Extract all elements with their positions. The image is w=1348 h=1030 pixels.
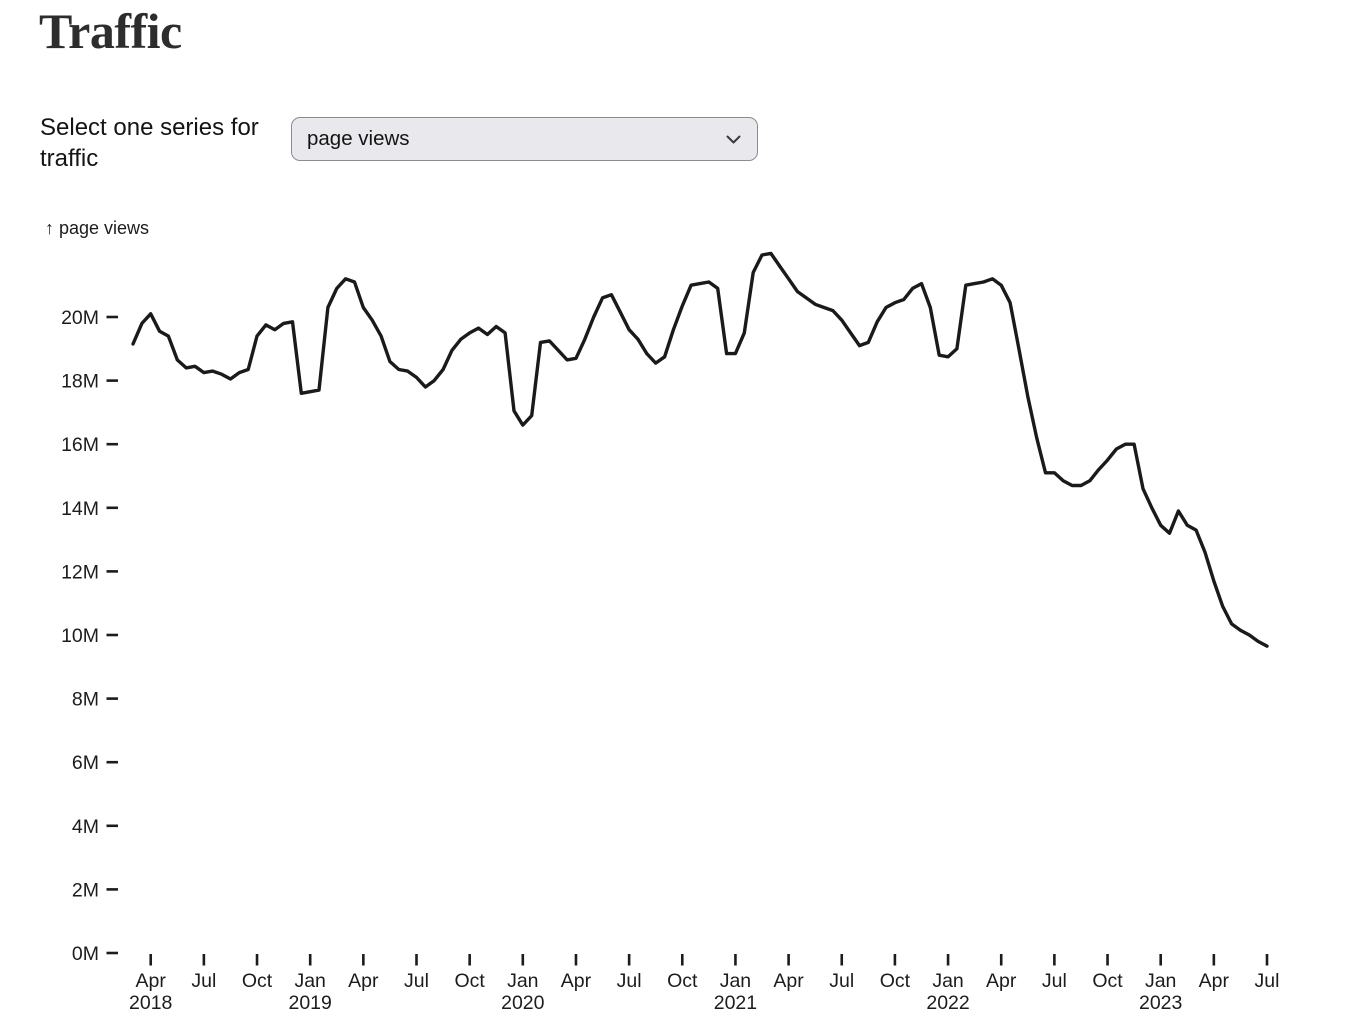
x-tick-label: Jul bbox=[617, 970, 642, 992]
page-title: Traffic bbox=[39, 3, 182, 59]
x-tick-year-label: 2023 bbox=[1139, 992, 1182, 1014]
x-tick-label: Oct bbox=[667, 970, 698, 992]
x-tick-label: Jan bbox=[1145, 970, 1176, 992]
series-select-wrap: page views bbox=[291, 117, 758, 161]
y-axis-title: ↑ page views bbox=[45, 218, 149, 238]
x-tick-label: Apr bbox=[1199, 970, 1230, 992]
x-tick-label: Jul bbox=[191, 970, 216, 992]
x-tick-label: Oct bbox=[454, 970, 485, 992]
x-tick-label: Jul bbox=[1255, 970, 1280, 992]
y-tick-label: 0M bbox=[72, 943, 99, 965]
y-tick-label: 4M bbox=[72, 816, 99, 838]
y-tick-label: 2M bbox=[72, 879, 99, 901]
y-tick-label: 6M bbox=[72, 752, 99, 774]
x-tick-label: Apr bbox=[348, 970, 379, 992]
y-tick-label: 8M bbox=[72, 689, 99, 711]
y-tick-label: 18M bbox=[61, 371, 99, 393]
y-tick-label: 12M bbox=[61, 561, 99, 583]
y-tick-label: 20M bbox=[61, 307, 99, 329]
x-tick-label: Apr bbox=[561, 970, 592, 992]
series-select-label: Select one series for traffic bbox=[40, 114, 259, 172]
x-tick-label: Oct bbox=[1092, 970, 1123, 992]
x-tick-label: Jul bbox=[829, 970, 854, 992]
y-tick-label: 16M bbox=[61, 434, 99, 456]
x-tick-label: Jan bbox=[932, 970, 963, 992]
x-tick-year-label: 2022 bbox=[926, 992, 969, 1014]
x-tick-label: Apr bbox=[986, 970, 1017, 992]
x-tick-label: Apr bbox=[136, 970, 167, 992]
y-tick-label: 10M bbox=[61, 625, 99, 647]
y-tick-label: 14M bbox=[61, 498, 99, 520]
x-tick-label: Apr bbox=[773, 970, 804, 992]
x-tick-label: Oct bbox=[242, 970, 273, 992]
x-tick-label: Jan bbox=[294, 970, 325, 992]
x-tick-label: Jan bbox=[720, 970, 751, 992]
x-tick-label: Jan bbox=[507, 970, 538, 992]
page-views-series-line bbox=[131, 251, 1269, 648]
x-tick-label: Jul bbox=[404, 970, 429, 992]
x-tick-year-label: 2021 bbox=[714, 992, 757, 1014]
series-select[interactable]: page views bbox=[291, 117, 758, 161]
x-tick-year-label: 2020 bbox=[501, 992, 545, 1014]
x-tick-label: Jul bbox=[1042, 970, 1067, 992]
x-tick-year-label: 2018 bbox=[129, 992, 172, 1014]
x-tick-year-label: 2019 bbox=[288, 992, 331, 1014]
x-tick-label: Oct bbox=[880, 970, 911, 992]
